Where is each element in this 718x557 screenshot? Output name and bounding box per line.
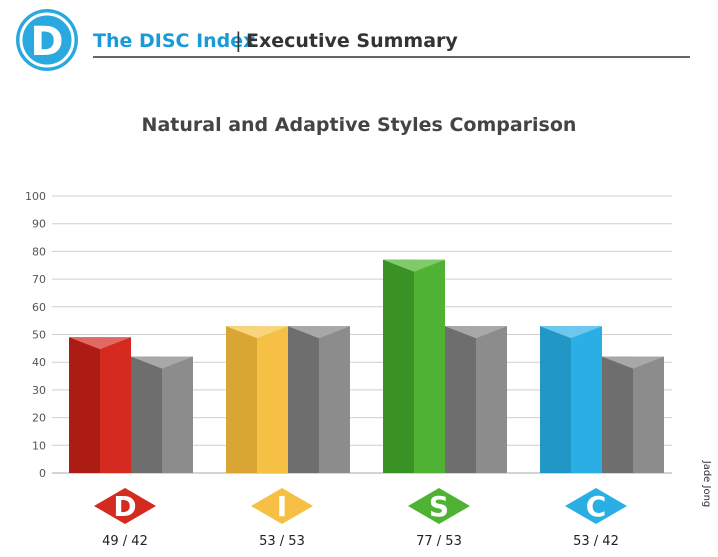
- bar-adaptive-d-side: [131, 356, 162, 473]
- category-score-d: 49 / 42: [102, 534, 148, 549]
- category-score-s: 77 / 53: [416, 534, 462, 549]
- bar-adaptive-i-front: [319, 326, 350, 473]
- bar-adaptive-d-front: [162, 356, 193, 473]
- y-tick-label-100: 100: [25, 190, 46, 203]
- bar-natural-d: [69, 337, 131, 473]
- y-tick-label-30: 30: [32, 384, 46, 397]
- category-markers: D 49 / 42 I 53 / 53 S 77 / 53 C 53 / 42: [94, 488, 627, 549]
- y-tick-label-20: 20: [32, 412, 46, 425]
- y-tick-label-10: 10: [32, 439, 46, 452]
- category-diamond-s: [408, 488, 470, 524]
- bar-natural-d-front: [100, 337, 131, 473]
- category-diamond-d: [94, 488, 156, 524]
- y-tick-label-50: 50: [32, 329, 46, 342]
- y-tick-label-80: 80: [32, 245, 46, 258]
- category-score-i: 53 / 53: [259, 534, 305, 549]
- bar-natural-s: [383, 259, 445, 473]
- bar-natural-i: [226, 326, 288, 473]
- bar-adaptive-d: [131, 356, 193, 473]
- category-score-c: 53 / 42: [573, 534, 619, 549]
- side-label: Jade Jong: [701, 460, 712, 508]
- bar-natural-i-side: [226, 326, 257, 473]
- bar-adaptive-c-side: [602, 356, 633, 473]
- bar-adaptive-d-cap: [131, 356, 193, 369]
- bar-natural-i-front: [257, 326, 288, 473]
- section-title: Executive Summary: [246, 30, 458, 52]
- chart-title: Natural and Adaptive Styles Comparison: [142, 114, 577, 136]
- bar-natural-c-side: [540, 326, 571, 473]
- y-tick-label-60: 60: [32, 301, 46, 314]
- bars: [69, 259, 664, 473]
- category-letter-d: D: [113, 490, 136, 523]
- bar-natural-d-side: [69, 337, 100, 473]
- bar-adaptive-i-cap: [288, 326, 350, 339]
- bar-natural-s-front: [414, 259, 445, 473]
- bar-adaptive-s-side: [445, 326, 476, 473]
- category-letter-s: S: [429, 490, 449, 523]
- bar-adaptive-i: [288, 326, 350, 473]
- bar-adaptive-s: [445, 326, 507, 473]
- y-tick-label-0: 0: [39, 467, 46, 480]
- bar-natural-c: [540, 326, 602, 473]
- bar-natural-s-side: [383, 259, 414, 473]
- y-tick-label-90: 90: [32, 218, 46, 231]
- header: D The DISC Index | Executive Summary: [16, 9, 690, 71]
- category-diamond-i: [251, 488, 313, 524]
- bar-adaptive-c-cap: [602, 356, 664, 369]
- logo-ring: [19, 12, 75, 68]
- bar-adaptive-c-front: [633, 356, 664, 473]
- bar-natural-c-front: [571, 326, 602, 473]
- bar-natural-s-cap: [383, 259, 445, 272]
- y-tick-label-40: 40: [32, 356, 46, 369]
- category-letter-i: I: [277, 490, 287, 523]
- bar-natural-d-cap: [69, 337, 131, 350]
- header-separator: |: [235, 28, 242, 52]
- category-diamond-c: [565, 488, 627, 524]
- bar-adaptive-i-side: [288, 326, 319, 473]
- logo-letter: D: [30, 19, 63, 65]
- bar-adaptive-s-front: [476, 326, 507, 473]
- bar-adaptive-c: [602, 356, 664, 473]
- logo-badge: [16, 9, 78, 71]
- bar-natural-c-cap: [540, 326, 602, 339]
- y-tick-label-70: 70: [32, 273, 46, 286]
- brand-title: The DISC Index: [93, 30, 255, 52]
- category-letter-c: C: [586, 490, 607, 523]
- y-axis-ticks: 0 10 20 30 40 50 60 70 80 90 100: [25, 190, 46, 480]
- bar-natural-i-cap: [226, 326, 288, 339]
- bar-adaptive-s-cap: [445, 326, 507, 339]
